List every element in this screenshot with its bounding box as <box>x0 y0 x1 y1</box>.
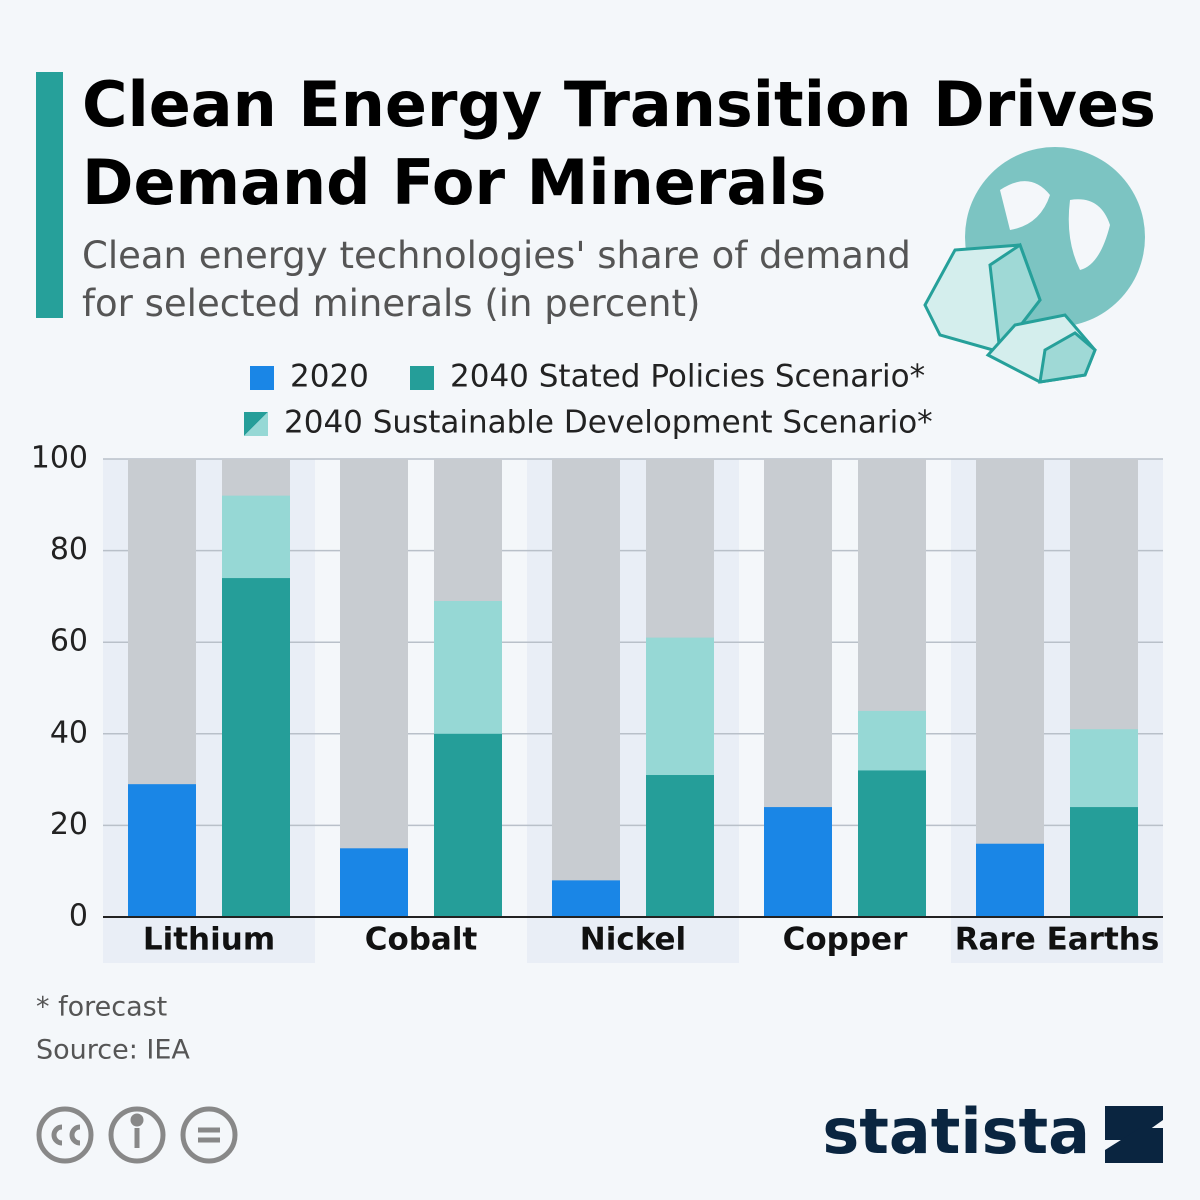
cc-icons <box>36 1106 238 1164</box>
bar <box>976 843 1044 917</box>
bar <box>128 784 196 917</box>
x-tick-label: Cobalt <box>365 922 478 958</box>
bar <box>552 880 620 917</box>
y-tick-label: 20 <box>50 807 88 842</box>
bar <box>222 578 290 917</box>
legend-label: 2040 Sustainable Development Scenario* <box>284 405 933 441</box>
legend-label: 2040 Stated Policies Scenario* <box>450 359 925 395</box>
bar <box>434 733 502 917</box>
x-tick-label: Copper <box>783 922 908 958</box>
y-tick-label: 60 <box>50 624 88 659</box>
bar <box>858 770 926 917</box>
y-tick-label: 40 <box>50 715 88 750</box>
bar <box>764 807 832 917</box>
x-tick-label: Nickel <box>580 922 686 958</box>
bar <box>646 775 714 917</box>
chart-subtitle: Clean energy technologies' share of dema… <box>82 234 911 325</box>
source: Source: IEA <box>36 1035 190 1066</box>
legend-swatch <box>250 366 274 390</box>
globe-icon <box>923 147 1145 384</box>
title-accent <box>36 72 63 318</box>
statista-logo: statista <box>822 1095 1163 1168</box>
bar <box>1070 807 1138 917</box>
track <box>340 459 408 917</box>
y-tick-label: 100 <box>31 441 88 476</box>
track <box>976 459 1044 917</box>
legend-label: 2020 <box>290 359 369 395</box>
chart-title: Clean Energy Transition Drives Demand Fo… <box>82 68 1156 219</box>
legend-swatch <box>410 366 434 390</box>
brand: statista <box>822 1095 1090 1168</box>
y-tick-label: 80 <box>50 532 88 567</box>
track <box>552 459 620 917</box>
legend-swatch <box>244 412 268 436</box>
x-tick-label: Rare Earths <box>955 922 1160 958</box>
y-tick-label: 0 <box>69 899 88 934</box>
bar <box>340 848 408 917</box>
note: * forecast <box>36 992 167 1023</box>
x-tick-label: Lithium <box>143 922 275 958</box>
